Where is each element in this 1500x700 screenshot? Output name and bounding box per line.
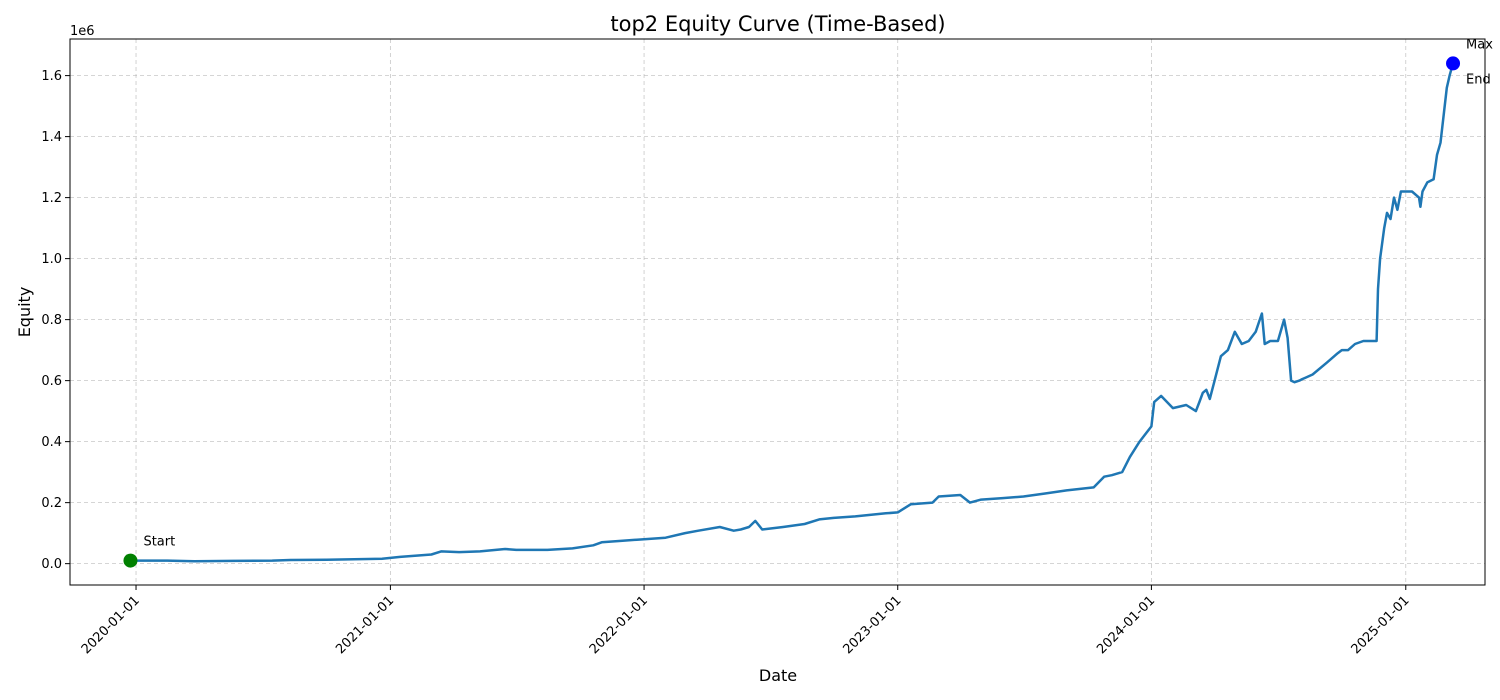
y-tick-label: 1.2	[41, 191, 62, 206]
x-tick-label: 2020-01-01	[79, 593, 143, 657]
start-marker	[123, 553, 138, 568]
annotation-layer: Start Max End	[123, 37, 1493, 568]
y-tick-label: 0.6	[41, 374, 62, 389]
x-tick-label: 2025-01-01	[1349, 593, 1413, 657]
y-tick-label: 1.4	[41, 130, 62, 145]
x-tick-label: 2022-01-01	[587, 593, 651, 657]
y-tick-label: 1.0	[41, 252, 62, 267]
max-annotation-label: Max	[1466, 37, 1493, 52]
max-marker	[1446, 56, 1461, 71]
equity-line-series-0	[130, 63, 1455, 563]
axes-layer: 2020-01-01 2021-01-01 2022-01-01 2023-01-01…	[41, 38, 1486, 657]
chart-title: top2 Equity Curve (Time-Based)	[610, 12, 945, 36]
x-tick-label: 2024-01-01	[1094, 593, 1158, 657]
start-annotation-label: Start	[143, 535, 175, 550]
x-axis-title: Date	[759, 666, 797, 685]
end-annotation-label: End	[1466, 72, 1491, 87]
x-tick-label: 2021-01-01	[333, 593, 397, 657]
y-tick-label: 0.2	[41, 496, 62, 511]
plot-frame	[69, 38, 1486, 586]
y-tick-label: 0.8	[41, 313, 62, 328]
y-tick-label: 0.0	[41, 557, 62, 572]
grid-layer	[70, 39, 1485, 585]
y-tick-label: 1.6	[41, 69, 62, 84]
y-tick-label: 0.4	[41, 435, 62, 450]
series-layer	[130, 63, 1455, 563]
x-tick-label: 2023-01-01	[841, 593, 905, 657]
y-axis-offset-text: 1e6	[70, 24, 95, 39]
y-axis-title: Equity	[15, 287, 34, 338]
